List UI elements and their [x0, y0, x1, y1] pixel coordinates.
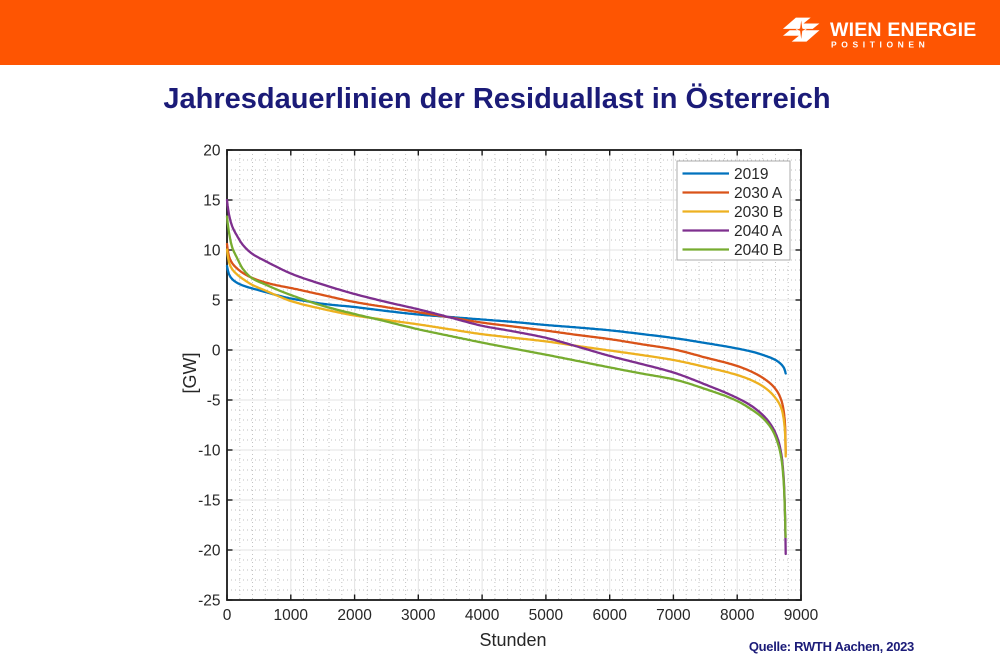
svg-text:2019: 2019 — [734, 166, 768, 183]
svg-text:WIEN ENERGIE: WIEN ENERGIE — [830, 19, 977, 41]
svg-text:-10: -10 — [198, 443, 221, 460]
svg-text:POSITIONEN: POSITIONEN — [831, 40, 929, 50]
svg-text:4000: 4000 — [465, 607, 500, 624]
svg-text:2030 B: 2030 B — [734, 204, 783, 221]
svg-text:5: 5 — [212, 293, 221, 310]
svg-text:9000: 9000 — [784, 607, 819, 624]
svg-text:2000: 2000 — [337, 607, 372, 624]
svg-text:-5: -5 — [207, 393, 221, 410]
svg-text:1000: 1000 — [274, 607, 309, 624]
svg-text:-25: -25 — [198, 593, 220, 610]
svg-text:-15: -15 — [198, 493, 220, 510]
svg-text:Stunden: Stunden — [479, 630, 546, 650]
svg-text:3000: 3000 — [401, 607, 436, 624]
svg-text:10: 10 — [203, 243, 221, 260]
svg-text:0: 0 — [223, 607, 232, 624]
svg-text:[GW]: [GW] — [180, 353, 200, 394]
svg-text:2040 A: 2040 A — [734, 223, 783, 240]
svg-text:5000: 5000 — [529, 607, 564, 624]
svg-text:7000: 7000 — [656, 607, 691, 624]
svg-text:20: 20 — [203, 143, 221, 160]
svg-text:15: 15 — [203, 193, 220, 210]
svg-text:6000: 6000 — [592, 607, 627, 624]
svg-text:8000: 8000 — [720, 607, 755, 624]
svg-text:2030 A: 2030 A — [734, 185, 783, 202]
svg-text:2040 B: 2040 B — [734, 242, 783, 259]
svg-text:0: 0 — [212, 343, 221, 360]
svg-text:-20: -20 — [198, 543, 221, 560]
